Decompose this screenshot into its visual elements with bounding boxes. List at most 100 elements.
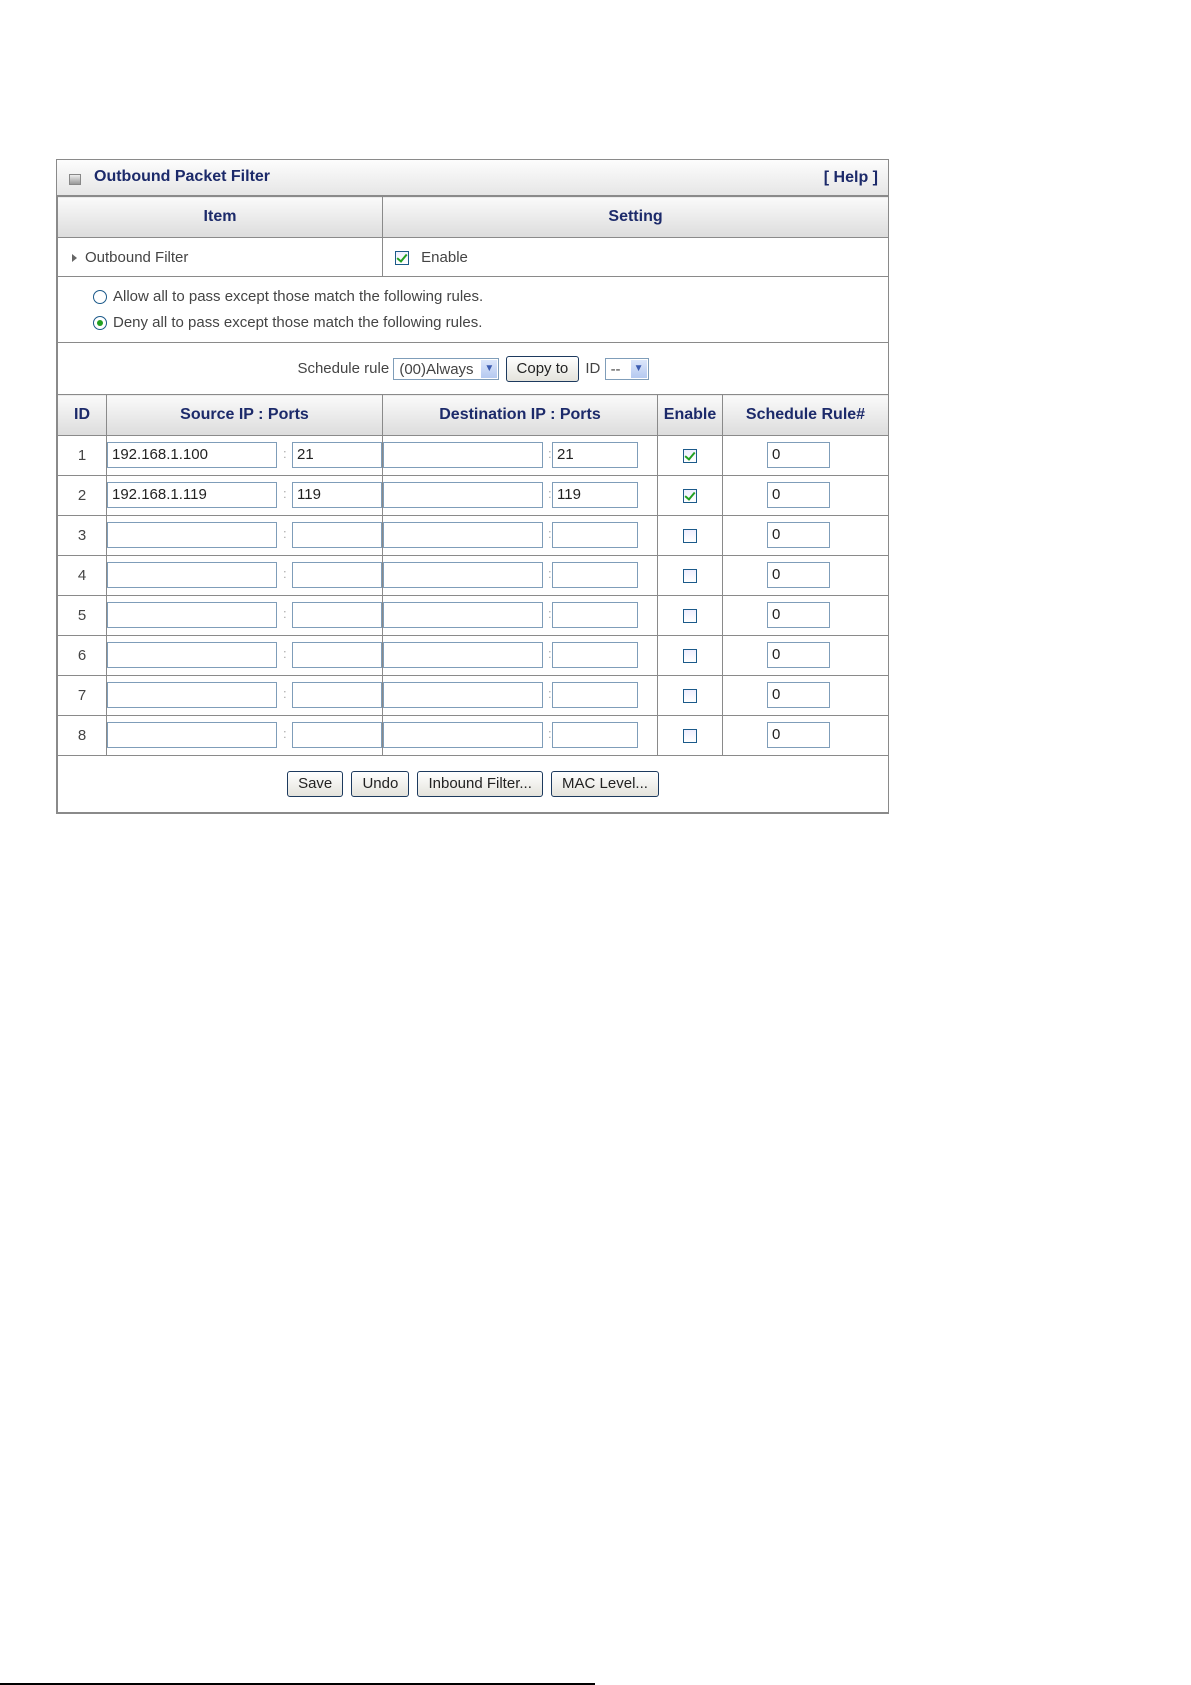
schedule-rule-input[interactable]: 0 bbox=[767, 602, 830, 628]
separator-colon: : bbox=[548, 606, 552, 621]
undo-button[interactable]: Undo bbox=[351, 771, 410, 797]
enable-cell bbox=[657, 515, 723, 556]
dest-port-input[interactable]: 119 bbox=[552, 482, 638, 508]
dest-cell: : bbox=[382, 595, 658, 636]
rule-enable-checkbox[interactable] bbox=[683, 529, 697, 544]
separator-colon: : bbox=[548, 526, 552, 541]
schedule-rule-input[interactable]: 0 bbox=[767, 722, 830, 748]
rule-enable-checkbox[interactable] bbox=[683, 569, 697, 584]
rule-enable-checkbox[interactable] bbox=[683, 689, 697, 704]
dest-ip-input[interactable] bbox=[383, 722, 543, 748]
source-cell: : bbox=[106, 595, 383, 636]
rule-enable-checkbox[interactable] bbox=[683, 729, 697, 744]
dest-cell: : bbox=[382, 675, 658, 716]
rule-id: 5 bbox=[57, 595, 107, 636]
save-button[interactable]: Save bbox=[287, 771, 344, 797]
source-port-input[interactable] bbox=[292, 722, 382, 748]
dest-cell: : 21 bbox=[382, 435, 658, 476]
chevron-down-icon: ▼ bbox=[481, 359, 498, 378]
dest-port-input[interactable] bbox=[552, 602, 638, 628]
dest-cell: : 119 bbox=[382, 475, 658, 516]
rule-id: 2 bbox=[57, 475, 107, 516]
source-ip-input[interactable] bbox=[107, 562, 277, 588]
dest-port-input[interactable] bbox=[552, 682, 638, 708]
schedule-cell: 0 bbox=[722, 475, 889, 516]
source-port-input[interactable] bbox=[292, 642, 382, 668]
rule-enable-checkbox[interactable] bbox=[683, 649, 697, 664]
schedule-rule-input[interactable]: 0 bbox=[767, 682, 830, 708]
enable-cell bbox=[657, 715, 723, 756]
schedule-cell: 0 bbox=[722, 635, 889, 676]
rule-row: 8 : : 0 bbox=[57, 715, 889, 756]
rule-id: 4 bbox=[57, 555, 107, 596]
separator-colon: : bbox=[548, 486, 552, 501]
allow-radio[interactable] bbox=[93, 289, 107, 304]
triangle-right-icon bbox=[72, 253, 77, 262]
outbound-enable-checkbox[interactable] bbox=[395, 250, 409, 265]
rule-row: 6 : : 0 bbox=[57, 635, 889, 676]
rule-id: 6 bbox=[57, 635, 107, 676]
dest-port-input[interactable] bbox=[552, 522, 638, 548]
source-ip-input[interactable]: 192.168.1.119 bbox=[107, 482, 277, 508]
enable-cell bbox=[657, 635, 723, 676]
enable-cell bbox=[657, 475, 723, 516]
schedule-rule-input[interactable]: 0 bbox=[767, 522, 830, 548]
dest-ip-input[interactable] bbox=[383, 562, 543, 588]
dest-port-input[interactable] bbox=[552, 562, 638, 588]
schedule-cell: 0 bbox=[722, 675, 889, 716]
deny-radio[interactable] bbox=[93, 315, 107, 330]
source-port-input[interactable] bbox=[292, 682, 382, 708]
enable-cell bbox=[657, 435, 723, 476]
schedule-rule-input[interactable]: 0 bbox=[767, 442, 830, 468]
rule-enable-checkbox[interactable] bbox=[683, 489, 697, 504]
schedule-cell: 0 bbox=[722, 715, 889, 756]
dest-ip-input[interactable] bbox=[383, 682, 543, 708]
schedule-cell: 0 bbox=[722, 435, 889, 476]
rule-enable-checkbox[interactable] bbox=[683, 449, 697, 464]
source-ip-input[interactable] bbox=[107, 722, 277, 748]
panel-square-icon bbox=[69, 174, 81, 185]
mac-level-button[interactable]: MAC Level... bbox=[551, 771, 659, 797]
source-port-input[interactable]: 119 bbox=[292, 482, 382, 508]
dest-port-input[interactable]: 21 bbox=[552, 442, 638, 468]
col-source: Source IP : Ports bbox=[106, 394, 383, 436]
dest-ip-input[interactable] bbox=[383, 442, 543, 468]
dest-ip-input[interactable] bbox=[383, 602, 543, 628]
inbound-filter-button[interactable]: Inbound Filter... bbox=[417, 771, 543, 797]
schedule-rule-input[interactable]: 0 bbox=[767, 562, 830, 588]
action-buttons: Save Undo Inbound Filter... MAC Level... bbox=[57, 755, 889, 813]
schedule-rule-input[interactable]: 0 bbox=[767, 642, 830, 668]
dest-port-input[interactable] bbox=[552, 642, 638, 668]
copy-id-select[interactable]: -- ▼ bbox=[604, 357, 649, 380]
rule-row: 5 : : 0 bbox=[57, 595, 889, 636]
panel-title: Outbound Packet Filter bbox=[94, 168, 271, 185]
outbound-packet-filter-panel: Outbound Packet Filter [ Help ] Item Set… bbox=[56, 159, 889, 814]
source-ip-input[interactable] bbox=[107, 522, 277, 548]
dest-port-input[interactable] bbox=[552, 722, 638, 748]
schedule-row: Schedule rule (00)Always ▼ Copy to ID -- ▼ bbox=[57, 342, 889, 395]
source-ip-input[interactable]: 192.168.1.100 bbox=[107, 442, 277, 468]
separator-colon: : bbox=[283, 646, 287, 661]
source-port-input[interactable] bbox=[292, 522, 382, 548]
dest-ip-input[interactable] bbox=[383, 642, 543, 668]
source-port-input[interactable] bbox=[292, 562, 382, 588]
settings-table: Item Setting Outbound Filter Enable Allo… bbox=[57, 196, 889, 813]
dest-ip-input[interactable] bbox=[383, 482, 543, 508]
panel-titlebar: Outbound Packet Filter [ Help ] bbox=[57, 160, 888, 196]
policy-options: Allow all to pass except those match the… bbox=[57, 276, 889, 343]
copy-id-value: -- bbox=[610, 360, 621, 378]
source-ip-input[interactable] bbox=[107, 642, 277, 668]
rule-id: 7 bbox=[57, 675, 107, 716]
schedule-rule-input[interactable]: 0 bbox=[767, 482, 830, 508]
source-ip-input[interactable] bbox=[107, 682, 277, 708]
source-ip-input[interactable] bbox=[107, 602, 277, 628]
schedule-rule-select[interactable]: (00)Always ▼ bbox=[393, 357, 500, 380]
source-port-input[interactable]: 21 bbox=[292, 442, 382, 468]
policy-allow-option[interactable]: Allow all to pass except those match the… bbox=[93, 284, 888, 310]
rule-enable-checkbox[interactable] bbox=[683, 609, 697, 624]
help-link[interactable]: [ Help ] bbox=[823, 169, 878, 186]
policy-deny-option[interactable]: Deny all to pass except those match the … bbox=[93, 310, 888, 336]
source-port-input[interactable] bbox=[292, 602, 382, 628]
dest-ip-input[interactable] bbox=[383, 522, 543, 548]
copy-to-button[interactable]: Copy to bbox=[505, 355, 580, 382]
